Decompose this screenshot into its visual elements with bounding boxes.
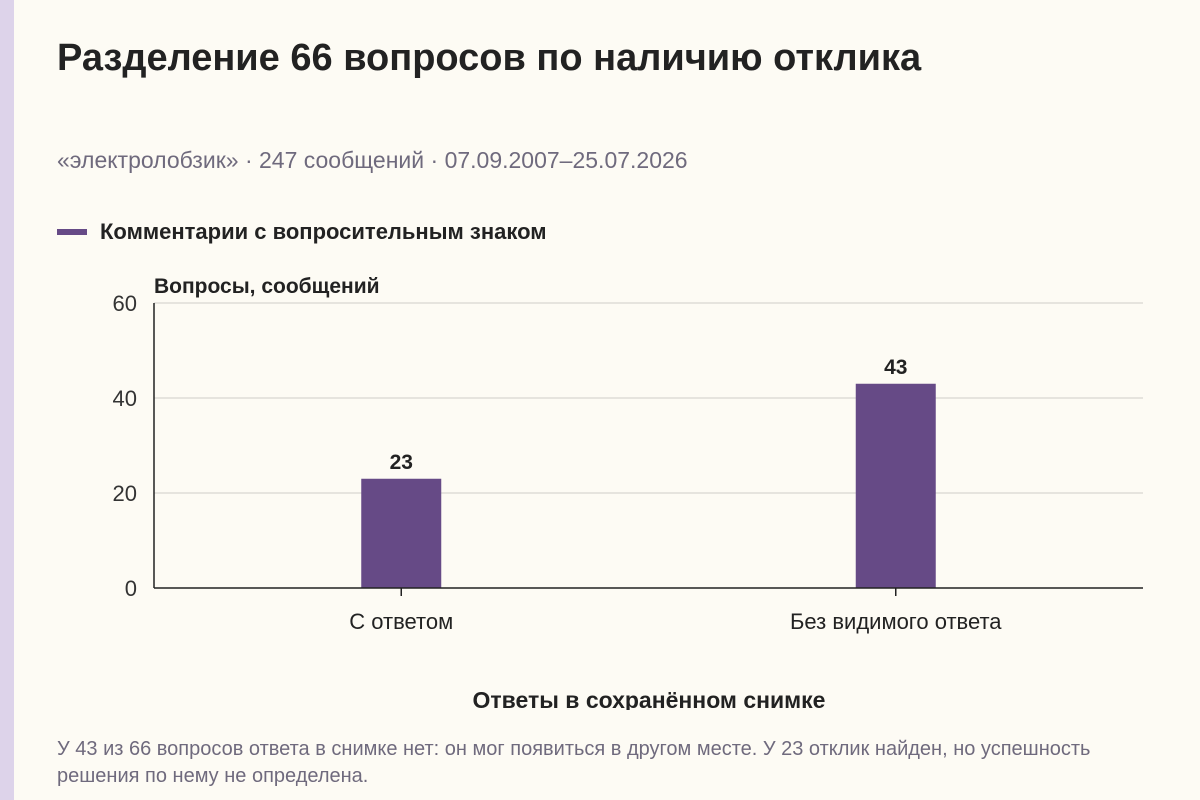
bar-chart: Вопросы, сообщений 0 20 40 60 23 43 С ответо… <box>113 275 1143 710</box>
y-axis-ticks: 0 20 40 60 <box>113 291 137 601</box>
chart-subtitle: «электролобзик» · 247 сообщений · 07.09.… <box>57 147 688 173</box>
x-tick-label: Без видимого ответа <box>790 609 1002 634</box>
y-tick-label: 40 <box>113 386 137 411</box>
x-tick-label: С ответом <box>349 609 453 634</box>
chart-legend: Комментарии с вопросительным знаком <box>57 216 547 248</box>
y-tick-label: 20 <box>113 481 137 506</box>
bar-value-label: 43 <box>884 356 907 379</box>
bar-value-label: 23 <box>390 451 413 474</box>
chart-title: Разделение 66 вопросов по наличию отклик… <box>57 37 922 79</box>
x-axis-ticks: С ответом Без видимого ответа <box>349 588 1002 634</box>
y-tick-label: 0 <box>125 576 137 601</box>
gridlines <box>154 302 1143 494</box>
data-labels: 23 43 <box>390 356 908 474</box>
bar <box>855 383 936 588</box>
legend-swatch <box>57 229 87 235</box>
bar <box>361 478 442 588</box>
bars <box>361 383 936 588</box>
chart-footnote: У 43 из 66 вопросов ответа в снимке нет:… <box>57 738 1091 787</box>
axes <box>153 303 1143 589</box>
legend-label: Комментарии с вопросительным знаком <box>100 219 547 244</box>
side-accent-stripe <box>0 0 14 800</box>
x-axis-label: Ответы в сохранённом снимке <box>473 687 826 710</box>
y-tick-label: 60 <box>113 291 137 316</box>
y-axis-label: Вопросы, сообщений <box>154 275 380 298</box>
